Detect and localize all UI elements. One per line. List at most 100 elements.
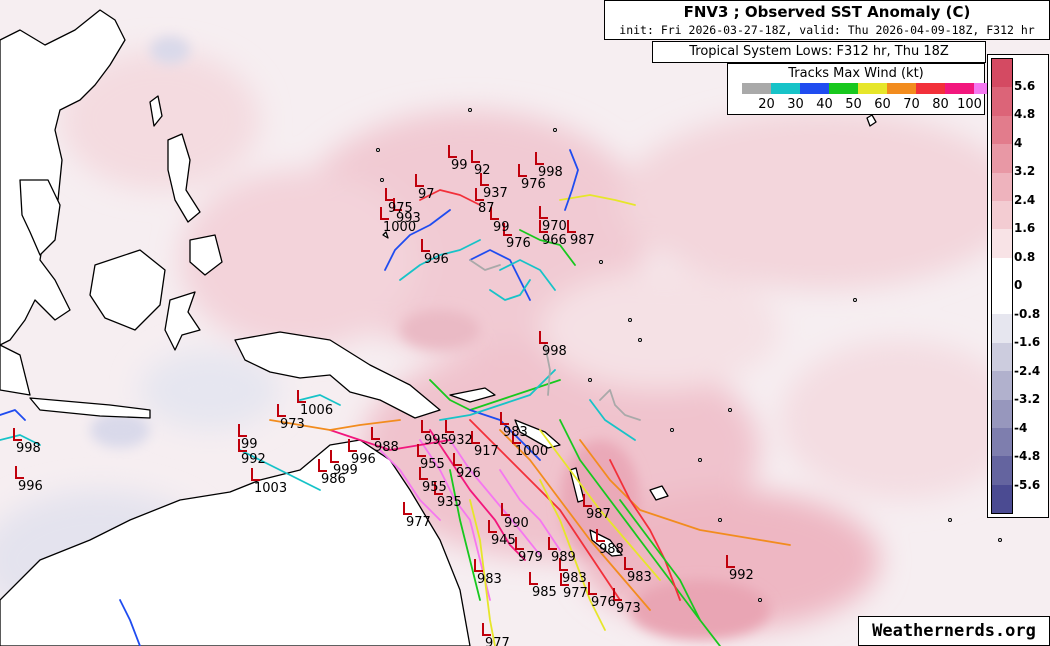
low-marker-0 bbox=[535, 152, 544, 165]
luzon bbox=[167, 133, 201, 223]
colorbar-step-12 bbox=[992, 399, 1012, 428]
wind-speed-labels: 20 30 40 50 60 70 80 100 bbox=[752, 97, 984, 112]
pressure-label-12: 976 bbox=[506, 236, 531, 251]
credit-label: Weathernerds.org bbox=[858, 616, 1050, 646]
pressure-label-25: 1000 bbox=[515, 444, 548, 459]
pressure-label-44: 992 bbox=[729, 568, 754, 583]
low-marker-44 bbox=[726, 555, 735, 568]
low-marker-13 bbox=[539, 220, 548, 233]
wind-swatch-7 bbox=[945, 83, 974, 94]
low-marker-12 bbox=[503, 223, 512, 236]
lows-title: Tropical System Lows: F312 hr, Thu 18Z bbox=[689, 44, 949, 59]
low-marker-32 bbox=[318, 459, 327, 472]
asia-mainland bbox=[0, 9, 126, 346]
colorbar-step-2 bbox=[992, 115, 1012, 145]
low-marker-28 bbox=[348, 439, 357, 452]
title-panel: FNV3 ; Observed SST Anomaly (C) init: Fr… bbox=[604, 0, 1050, 40]
wind-label-4: 60 bbox=[874, 97, 891, 112]
pressure-label-18: 973 bbox=[280, 417, 305, 432]
pressure-label-42: 979 bbox=[518, 550, 543, 565]
low-marker-8 bbox=[393, 198, 402, 211]
colorbar-strip bbox=[991, 58, 1013, 514]
colorbar-label-13: -4.8 bbox=[1014, 449, 1041, 463]
low-marker-50 bbox=[588, 582, 597, 595]
pressure-label-32: 986 bbox=[321, 472, 346, 487]
wind-swatch-6 bbox=[916, 83, 945, 94]
low-marker-31 bbox=[330, 450, 339, 463]
low-marker-19 bbox=[421, 420, 430, 433]
colorbar-label-9: -1.6 bbox=[1014, 335, 1041, 349]
low-marker-24 bbox=[238, 424, 247, 437]
pressure-label-46: 983 bbox=[562, 571, 587, 586]
pressure-label-0: 998 bbox=[538, 165, 563, 180]
pressure-label-29: 955 bbox=[420, 457, 445, 472]
wind-color-swatches bbox=[742, 83, 1003, 94]
low-marker-36 bbox=[434, 482, 443, 495]
low-marker-37 bbox=[583, 494, 592, 507]
colorbar-label-8: -0.8 bbox=[1014, 306, 1041, 321]
pressure-label-20: 932 bbox=[448, 433, 473, 448]
colorbar-step-5 bbox=[992, 200, 1012, 230]
pressure-label-49: 977 bbox=[563, 586, 588, 601]
low-marker-29 bbox=[417, 444, 426, 457]
new-guinea bbox=[234, 331, 441, 419]
low-marker-2 bbox=[471, 150, 480, 163]
colorbar-label-5: 1.6 bbox=[1014, 221, 1036, 235]
colorbar-step-10 bbox=[992, 342, 1012, 372]
pressure-label-16: 998 bbox=[542, 344, 567, 359]
pressure-label-2: 92 bbox=[474, 163, 491, 178]
low-marker-7 bbox=[385, 188, 394, 201]
low-marker-20 bbox=[445, 420, 454, 433]
low-marker-30 bbox=[453, 453, 462, 466]
pressure-label-21: 983 bbox=[503, 425, 528, 440]
map-subtitle: init: Fri 2026-03-27-18Z, valid: Thu 202… bbox=[619, 23, 1035, 37]
pressure-label-35: 955 bbox=[422, 480, 447, 495]
colorbar-step-8 bbox=[992, 286, 1012, 315]
low-marker-5 bbox=[415, 174, 424, 187]
pressure-label-48: 985 bbox=[532, 585, 557, 600]
lows-panel: Tropical System Lows: F312 hr, Thu 18Z bbox=[652, 41, 986, 63]
low-marker-48 bbox=[529, 572, 538, 585]
pressure-label-39: 990 bbox=[504, 516, 529, 531]
pressure-label-41: 988 bbox=[599, 542, 624, 557]
pressure-label-30: 926 bbox=[456, 466, 481, 481]
pressure-label-38: 977 bbox=[406, 515, 431, 530]
java bbox=[29, 397, 151, 419]
sumatra bbox=[0, 344, 31, 396]
pressure-label-15: 996 bbox=[424, 252, 449, 267]
pressure-label-5: 97 bbox=[418, 187, 435, 202]
pressure-label-13: 966 bbox=[542, 233, 567, 248]
wind-label-1: 30 bbox=[787, 97, 804, 112]
colorbar-label-6: 0.8 bbox=[1014, 249, 1036, 264]
colorbar-label-14: -5.6 bbox=[1014, 477, 1041, 492]
colorbar-label-1: 4.8 bbox=[1014, 107, 1036, 121]
pressure-label-34: 996 bbox=[18, 479, 43, 494]
fiji bbox=[649, 485, 669, 501]
pressure-label-19: 995 bbox=[424, 433, 449, 448]
pressure-label-27: 992 bbox=[241, 452, 266, 467]
map-title: FNV3 ; Observed SST Anomaly (C) bbox=[683, 3, 971, 21]
pressure-label-40: 945 bbox=[491, 533, 516, 548]
low-marker-21 bbox=[500, 412, 509, 425]
low-marker-46 bbox=[559, 558, 568, 571]
colorbar-label-3: 3.2 bbox=[1014, 164, 1036, 178]
colorbar-step-15 bbox=[992, 484, 1012, 513]
low-marker-38 bbox=[403, 502, 412, 515]
low-marker-6 bbox=[475, 188, 484, 201]
low-marker-40 bbox=[488, 520, 497, 533]
pressure-label-9: 1000 bbox=[383, 220, 416, 235]
pressure-label-24: 99 bbox=[241, 437, 258, 452]
wind-label-2: 40 bbox=[816, 97, 833, 112]
low-pressure-markers bbox=[13, 145, 735, 636]
pressure-label-51: 973 bbox=[616, 601, 641, 616]
colorbar-step-11 bbox=[992, 371, 1012, 400]
low-marker-11 bbox=[539, 206, 548, 219]
wind-label-7: 100 bbox=[957, 97, 982, 112]
australia bbox=[0, 439, 471, 646]
colorbar-step-9 bbox=[992, 314, 1012, 343]
pressure-label-37: 987 bbox=[586, 507, 611, 522]
low-marker-47 bbox=[624, 557, 633, 570]
colorbar-label-10: -2.4 bbox=[1014, 363, 1041, 378]
low-marker-41 bbox=[596, 529, 605, 542]
small-island-dots bbox=[376, 93, 1002, 602]
